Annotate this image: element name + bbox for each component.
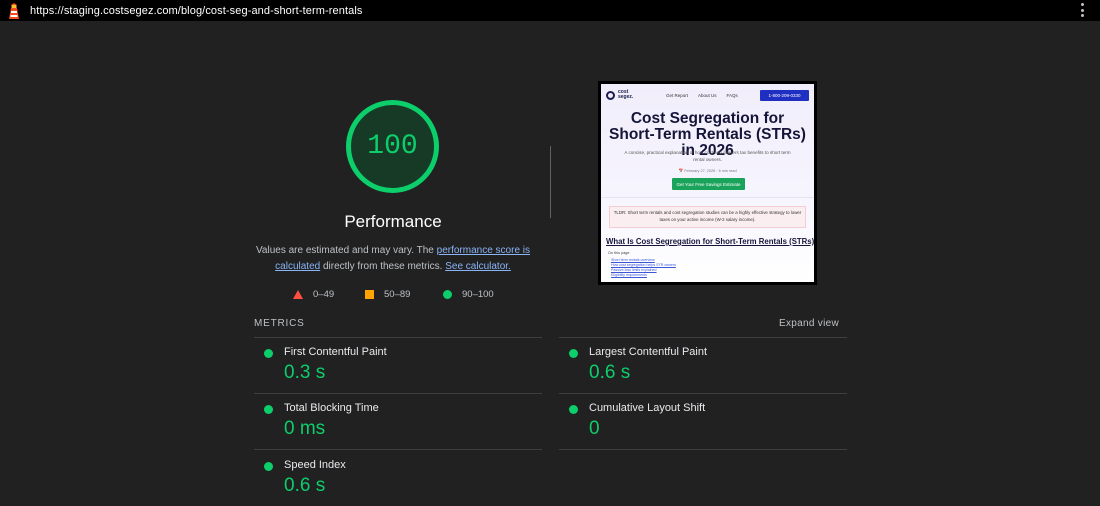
thumb-title: Cost Segregation for Short-Term Rentals …	[609, 110, 806, 159]
expand-view-button[interactable]: Expand view	[779, 318, 839, 329]
thumb-toc: Short term rentals overview How cost seg…	[611, 258, 676, 278]
metrics-divider	[559, 449, 847, 450]
average-square-icon	[365, 289, 374, 299]
thumb-tldr: TLDR: Short term rentals and cost segreg…	[609, 206, 806, 228]
thumb-brand: cost segez.	[618, 90, 633, 100]
pass-circle-icon	[264, 405, 273, 414]
metrics-divider	[254, 449, 542, 450]
legend-fail: 0–49	[293, 288, 334, 300]
metric-largest-contentful-paint: Largest Contentful Paint 0.6 s	[559, 322, 847, 383]
metrics-divider	[254, 337, 542, 338]
final-screenshot[interactable]: cost segez. Get Report About Us FAQs 1-8…	[598, 81, 817, 285]
legend-fail-label: 0–49	[313, 288, 335, 300]
kebab-menu-icon[interactable]	[1080, 3, 1084, 17]
thumb-nav-link: FAQs	[726, 93, 738, 98]
pass-circle-icon	[264, 349, 273, 358]
metric-name: Speed Index	[284, 459, 346, 471]
metric-speed-index: Speed Index 0.6 s	[254, 435, 542, 496]
thumb-nav-link: Get Report	[666, 93, 689, 98]
thumb-on-this-page: On this page	[608, 251, 630, 255]
pass-circle-icon	[569, 349, 578, 358]
metric-name: First Contentful Paint	[284, 346, 387, 358]
performance-score-value: 100	[367, 131, 418, 162]
description-middle: directly from these metrics.	[320, 261, 446, 272]
metric-value: 0.6 s	[284, 475, 326, 496]
legend-average-label: 50–89	[384, 288, 411, 300]
metric-name: Cumulative Layout Shift	[589, 402, 706, 414]
score-description: Values are estimated and may vary. The p…	[248, 243, 538, 275]
performance-score-link[interactable]: performance score is calculated	[275, 245, 531, 272]
thumb-nav: cost segez. Get Report About Us FAQs 1-8…	[606, 90, 809, 102]
legend-pass-label: 90–100	[462, 288, 494, 300]
fail-triangle-icon	[293, 289, 303, 299]
thumb-logo-icon	[606, 91, 615, 100]
lighthouse-icon	[9, 2, 19, 19]
metric-name: Largest Contentful Paint	[589, 346, 708, 358]
thumb-brand-line2: segez.	[618, 94, 634, 100]
pass-circle-icon	[569, 405, 578, 414]
thumb-toc-item: Short term rentals overview	[611, 258, 655, 262]
thumb-heading: What Is Cost Segregation for Short-Term …	[606, 237, 817, 246]
metric-first-contentful-paint: First Contentful Paint 0.3 s	[254, 322, 542, 383]
description-prefix: Values are estimated and may vary. The	[255, 245, 437, 256]
metrics-divider	[559, 337, 847, 338]
address-bar: https://staging.costsegez.com/blog/cost-…	[0, 0, 1100, 21]
thumb-nav-links: Get Report About Us FAQs	[666, 93, 738, 98]
thumb-meta: 📅 February 27, 2026 · 6 min read	[678, 169, 737, 173]
metric-value: 0.3 s	[284, 362, 326, 383]
performance-title: Performance	[344, 212, 442, 231]
metrics-header: METRICS	[254, 318, 305, 329]
thumb-subtitle: A concise, practical explanation of how …	[624, 150, 791, 162]
legend-pass: 90–100	[443, 288, 494, 300]
page-url[interactable]: https://staging.costsegez.com/blog/cost-…	[30, 4, 363, 17]
metric-cumulative-layout-shift: Cumulative Layout Shift 0	[559, 378, 847, 439]
performance-score-gauge: 100	[346, 100, 439, 193]
metrics-divider	[254, 393, 542, 394]
metric-total-blocking-time: Total Blocking Time 0 ms	[254, 378, 542, 439]
thumb-brand-line1: cost	[618, 89, 629, 95]
see-calculator-link[interactable]: See calculator.	[445, 261, 511, 272]
thumb-nav-link: About Us	[698, 93, 717, 98]
vertical-divider	[550, 146, 551, 218]
metric-value: 0 ms	[284, 418, 326, 439]
thumb-cta-button: Get Your Free Savings Estimate	[672, 178, 745, 190]
pass-circle-icon	[264, 462, 273, 471]
legend-average: 50–89	[365, 288, 410, 300]
metric-value: 0	[589, 418, 600, 439]
metrics-divider	[559, 393, 847, 394]
thumb-toc-item: How cost segregation helps STR owners	[611, 263, 676, 267]
metric-value: 0.6 s	[589, 362, 631, 383]
metric-name: Total Blocking Time	[284, 402, 379, 414]
thumb-toc-item: Eligibility requirements	[611, 273, 647, 277]
thumb-toc-item: Passive loss limits explained	[611, 268, 657, 272]
thumb-phone-button: 1-800-209-0330	[760, 90, 809, 101]
thumb-divider	[601, 197, 814, 198]
pass-circle-icon	[443, 289, 452, 299]
